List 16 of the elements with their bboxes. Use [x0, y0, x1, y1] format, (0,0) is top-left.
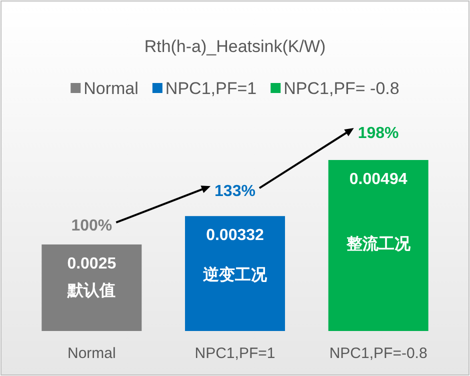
chart-title: Rth(h-a)_Heatsink(K/W)	[144, 37, 326, 56]
annotation: 133%	[214, 183, 256, 200]
x-tick-label: Normal	[67, 345, 116, 362]
x-tick-label: NPC1,PF=1	[194, 345, 276, 362]
data-label: 0.0025	[67, 255, 116, 272]
annotation: 默认值	[66, 281, 116, 300]
text: 198%	[358, 125, 399, 142]
legend-label: Normal	[84, 79, 138, 98]
legend-label: NPC1,PF=1	[165, 79, 257, 98]
x-tick-label: NPC1,PF=-0.8	[329, 345, 428, 362]
annotation: 100%	[71, 217, 112, 234]
annotation: 整流工况	[345, 234, 412, 253]
data-label: 0.00494	[349, 171, 408, 188]
annotation: 逆变工况	[202, 266, 268, 284]
legend-label: NPC1,PF= -0.8	[284, 79, 400, 98]
data-label: 0.00332	[206, 227, 264, 244]
